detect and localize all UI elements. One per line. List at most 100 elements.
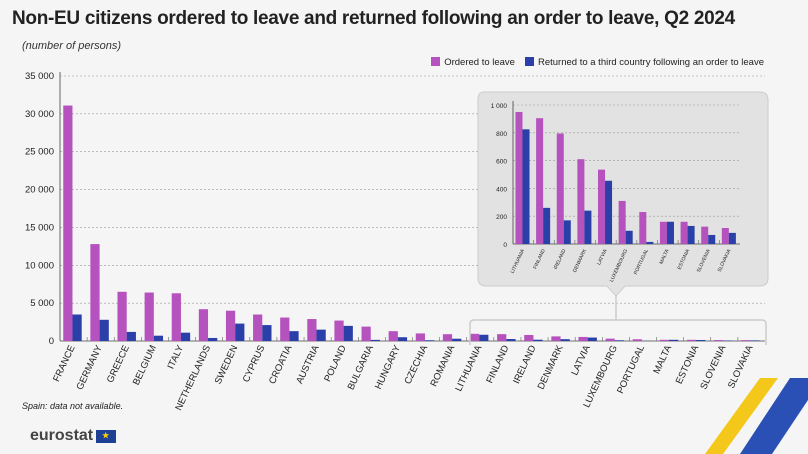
inset-bar-ordered — [639, 212, 647, 244]
x-tick-label: SLOVAKIA — [726, 343, 756, 390]
x-tick-label: GREECE — [105, 344, 132, 385]
bar-ordered — [714, 340, 724, 341]
inset-y-tick-label: 600 — [496, 159, 507, 166]
y-tick-label: 0 — [49, 336, 54, 347]
y-tick-label: 30 000 — [25, 109, 54, 120]
chart-title: Non-EU citizens ordered to leave and ret… — [12, 8, 735, 29]
chart-subtitle: (number of persons) — [22, 40, 122, 52]
logo-text: eurostat — [30, 427, 94, 444]
bar-ordered — [253, 314, 263, 341]
legend-item-returned: Returned to a third country following an… — [524, 57, 764, 68]
x-tick-label: ESTONIA — [674, 343, 702, 386]
bar-returned — [696, 340, 706, 341]
bar-ordered — [117, 291, 127, 341]
legend-label-returned: Returned to a third country following an… — [537, 57, 764, 68]
bar-returned — [343, 325, 353, 341]
legend-swatch-ordered — [431, 57, 441, 66]
inset-bar-ordered — [659, 221, 667, 244]
y-tick-label: 35 000 — [25, 71, 54, 82]
x-tick-label: BULGARIA — [346, 343, 377, 392]
inset-bar-returned — [646, 241, 654, 244]
inset-bar-returned — [543, 207, 551, 244]
inset-bar-returned — [728, 232, 736, 244]
bar-returned — [126, 331, 136, 341]
inset-bar-ordered — [680, 221, 688, 244]
inset-box — [477, 91, 769, 297]
bar-returned — [614, 340, 624, 341]
inset-bar-returned — [666, 221, 674, 244]
x-tick-label: CROATIA — [267, 343, 295, 386]
x-tick-label: FINLAND — [484, 344, 511, 386]
x-tick-label: HUNGARY — [373, 343, 403, 391]
x-tick-label: LITHUANIA — [453, 343, 484, 393]
inset-y-tick-label: 200 — [496, 214, 507, 221]
bar-ordered — [632, 339, 642, 341]
inset-bar-ordered — [618, 200, 626, 244]
bar-returned — [289, 331, 299, 341]
bar-returned — [506, 339, 516, 341]
bar-ordered — [659, 339, 670, 341]
x-tick-label: SLOVENIA — [698, 343, 728, 391]
bar-ordered — [334, 320, 344, 341]
y-tick-label: 15 000 — [25, 222, 54, 233]
bar-ordered — [90, 244, 100, 341]
bar-ordered — [388, 331, 398, 341]
y-tick-label: 20 000 — [25, 185, 54, 196]
x-tick-label: DENMARK — [536, 343, 566, 391]
inset-bar-ordered — [577, 159, 585, 244]
bar-ordered — [686, 339, 697, 341]
bar-returned — [479, 334, 489, 341]
x-tick-label: CZECHIA — [403, 343, 431, 386]
bar-ordered — [524, 334, 534, 341]
x-tick-label: IRELAND — [511, 344, 538, 386]
bar-ordered — [144, 292, 154, 341]
x-tick-label: FRANCE — [51, 344, 77, 384]
bar-returned — [235, 323, 245, 341]
bar-ordered — [605, 338, 615, 341]
inset-y-tick-label: 0 — [503, 242, 507, 249]
bar-ordered — [551, 336, 561, 341]
bar-ordered — [280, 317, 290, 341]
inset-y-tick-label: 800 — [496, 131, 507, 138]
x-tick-label: AUSTRIA — [294, 343, 322, 386]
decor-stripe-yellow — [705, 378, 778, 454]
x-tick-label: PORTUGAL — [615, 344, 647, 396]
x-tick-label: GERMANY — [74, 343, 105, 392]
bar-returned — [424, 340, 435, 341]
bar-returned — [533, 339, 543, 341]
bar-ordered — [63, 105, 73, 342]
inset-bar-returned — [563, 220, 571, 244]
bar-returned — [99, 319, 109, 341]
inset-bar-ordered — [598, 169, 606, 244]
inset-bar-returned — [584, 210, 592, 244]
bar-ordered — [578, 336, 588, 341]
bar-ordered — [307, 319, 317, 341]
decor-stripe-blue — [740, 378, 808, 454]
legend-item-ordered: Ordered to leave — [431, 57, 515, 68]
bar-ordered — [361, 326, 371, 341]
legend: Ordered to leave Returned to a third cou… — [431, 57, 764, 68]
eu-flag-icon — [96, 429, 117, 443]
bar-ordered — [497, 334, 507, 341]
x-tick-label: ROMANIA — [429, 343, 458, 388]
inset-bar-returned — [605, 180, 613, 244]
bar-ordered — [469, 333, 480, 341]
legend-swatch-returned — [524, 57, 534, 66]
bar-returned — [180, 332, 191, 341]
inset-bar-returned — [625, 230, 633, 244]
bar-returned — [669, 339, 679, 341]
bar-returned — [587, 337, 597, 341]
x-tick-label: MALTA — [651, 343, 674, 376]
bar-returned — [316, 329, 326, 341]
y-tick-label: 25 000 — [25, 147, 54, 158]
inset-bar-returned — [708, 234, 716, 244]
bar-returned — [452, 338, 462, 341]
bar-returned — [153, 335, 164, 341]
bar-returned — [262, 325, 272, 341]
bar-returned — [208, 337, 218, 341]
x-tick-label: ITALY — [166, 343, 187, 371]
inset-y-tick-label: 1 000 — [491, 103, 508, 110]
x-tick-label: LATVIA — [569, 343, 593, 377]
